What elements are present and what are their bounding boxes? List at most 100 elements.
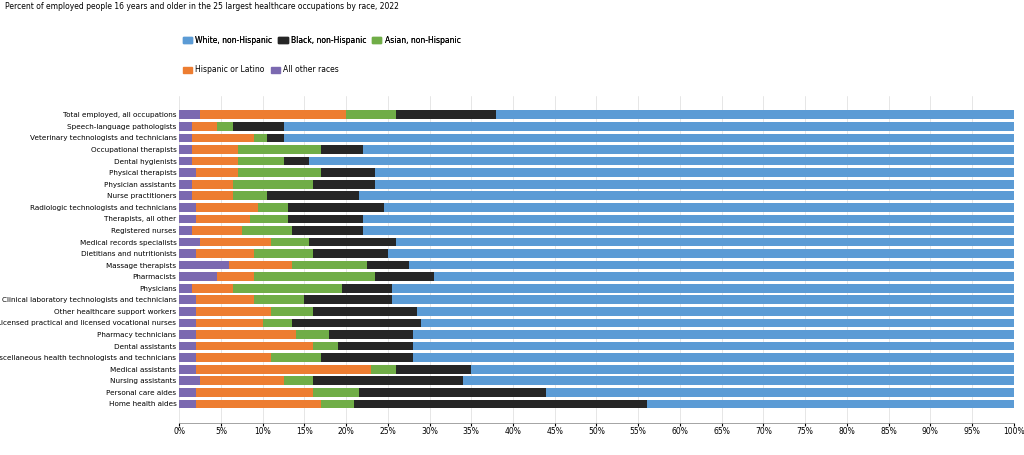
Bar [262,318,292,327]
Legend: Hispanic or Latino, All other races: Hispanic or Latino, All other races [183,65,339,74]
Bar [196,388,312,397]
Bar [217,273,254,281]
Bar [233,180,312,188]
Bar [179,399,196,408]
Bar [179,249,196,258]
Bar [254,295,304,304]
Bar [196,307,271,316]
Bar [358,388,547,397]
Legend: White, non-Hispanic, Black, non-Hispanic, Asian, non-Hispanic: White, non-Hispanic, Black, non-Hispanic… [183,35,461,45]
Bar [233,122,284,131]
Bar [196,318,262,327]
Bar [284,134,1014,142]
Bar [196,330,296,339]
Bar [200,376,284,385]
Bar [196,365,371,374]
Bar [646,399,1014,408]
Bar [434,273,1014,281]
Bar [191,284,233,293]
Bar [196,168,238,177]
Bar [292,261,367,269]
Bar [271,238,308,246]
Bar [267,134,284,142]
Bar [376,168,1014,177]
Bar [354,399,646,408]
Bar [191,192,233,200]
Bar [376,273,434,281]
Bar [179,284,191,293]
Bar [322,354,413,362]
Bar [217,122,233,131]
Bar [179,261,229,269]
Bar [250,215,288,223]
Bar [384,203,1014,212]
Bar [396,111,497,119]
Bar [338,342,413,350]
Bar [254,273,376,281]
Bar [288,203,384,212]
Bar [196,215,250,223]
Bar [179,330,196,339]
Bar [322,399,354,408]
Bar [179,215,196,223]
Bar [304,295,392,304]
Bar [284,122,1014,131]
Bar [312,180,376,188]
Bar [191,145,238,154]
Bar [362,145,1014,154]
Bar [179,318,196,327]
Bar [497,111,1014,119]
Bar [312,249,388,258]
Bar [179,134,191,142]
Bar [362,226,1014,235]
Bar [312,376,463,385]
Bar [362,215,1014,223]
Bar [358,192,1014,200]
Bar [376,180,1014,188]
Bar [392,284,1014,293]
Bar [463,376,1014,385]
Text: Percent of employed people 16 years and older in the 25 largest healthcare occup: Percent of employed people 16 years and … [5,2,399,11]
Bar [179,273,217,281]
Bar [312,342,338,350]
Bar [396,238,1014,246]
Bar [421,318,1014,327]
Bar [200,238,271,246]
Bar [284,157,308,165]
Bar [179,238,200,246]
Bar [179,342,196,350]
Bar [409,261,1014,269]
Bar [367,261,409,269]
Bar [413,342,1014,350]
Bar [413,330,1014,339]
Bar [191,122,217,131]
Bar [547,388,1014,397]
Bar [371,365,396,374]
Bar [292,226,362,235]
Bar [308,157,1014,165]
Bar [254,134,267,142]
Bar [242,226,292,235]
Bar [322,145,362,154]
Bar [179,307,196,316]
Bar [191,157,238,165]
Bar [229,261,292,269]
Bar [196,399,322,408]
Bar [179,226,191,235]
Bar [196,249,254,258]
Bar [179,122,191,131]
Bar [396,365,471,374]
Bar [179,376,200,385]
Bar [471,365,1014,374]
Bar [191,226,242,235]
Bar [179,145,191,154]
Bar [179,157,191,165]
Bar [238,157,284,165]
Bar [417,307,1014,316]
Bar [179,203,196,212]
Bar [179,295,196,304]
Bar [392,295,1014,304]
Bar [179,365,196,374]
Bar [342,284,392,293]
Bar [238,168,322,177]
